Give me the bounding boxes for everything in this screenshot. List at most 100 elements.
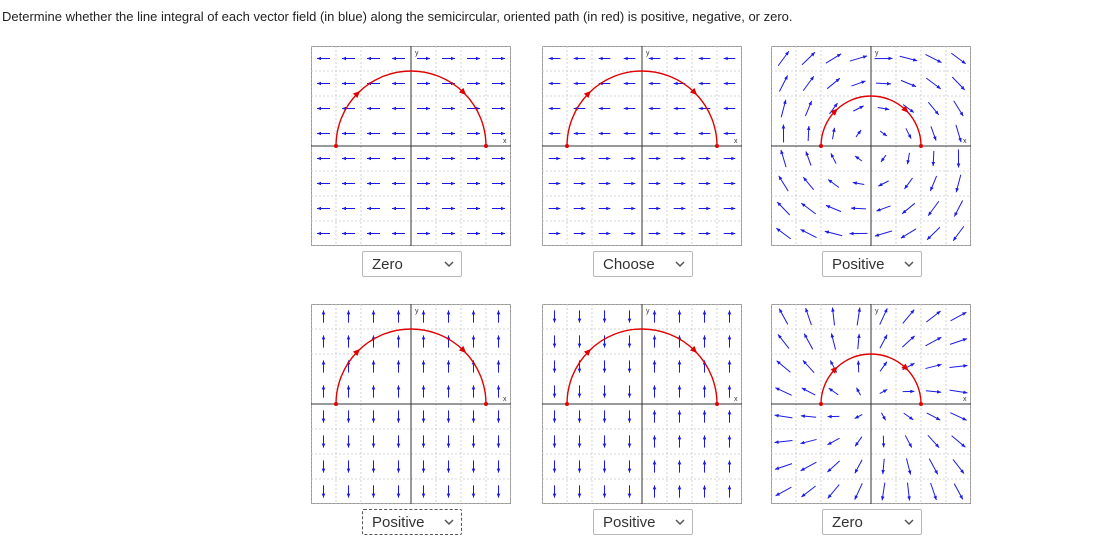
field-arrow <box>652 460 657 473</box>
field-arrow <box>602 460 607 473</box>
field-arrow <box>880 482 886 501</box>
field-arrow <box>727 310 732 323</box>
field-arrow <box>652 335 657 348</box>
field-arrow <box>702 335 707 348</box>
field-arrow <box>849 231 868 236</box>
field-arrow <box>627 460 632 473</box>
field-arrow <box>648 131 661 136</box>
field-arrow <box>573 231 586 236</box>
field-arrow <box>396 335 401 348</box>
field-arrow <box>367 206 380 211</box>
field-arrow <box>548 131 561 136</box>
answer-select-5[interactable]: Positive <box>593 509 693 535</box>
field-arrow <box>698 56 711 61</box>
field-arrow <box>321 360 326 373</box>
vector-field <box>775 50 967 242</box>
field-arrow <box>673 106 686 111</box>
field-arrow <box>953 100 964 117</box>
field-arrow <box>342 156 355 161</box>
field-arrow <box>492 206 505 211</box>
field-arrow <box>902 309 915 324</box>
field-arrow <box>879 361 888 372</box>
field-arrow <box>723 206 736 211</box>
field-arrow <box>677 360 682 373</box>
field-arrow <box>602 385 607 398</box>
field-arrow <box>342 206 355 211</box>
field-arrow <box>442 181 455 186</box>
field-arrow <box>800 202 817 215</box>
field-arrow <box>776 201 791 216</box>
field-arrow <box>727 460 732 473</box>
field-arrow <box>648 81 661 86</box>
field-arrow <box>727 410 732 423</box>
vector-field-svg: xy <box>542 46 742 246</box>
field-arrow <box>850 206 867 211</box>
field-arrow <box>673 231 686 236</box>
field-arrow <box>854 483 863 500</box>
field-arrow <box>602 360 607 373</box>
field-arrow <box>471 410 476 423</box>
field-arrow <box>955 124 962 143</box>
answer-select-6[interactable]: Zero <box>822 509 922 535</box>
field-arrow <box>652 310 657 323</box>
field-arrow <box>496 385 501 398</box>
field-arrow <box>927 200 940 217</box>
field-arrow <box>471 310 476 323</box>
field-arrow <box>598 106 611 111</box>
field-arrow <box>317 181 330 186</box>
field-arrow <box>877 107 890 111</box>
field-arrow <box>446 385 451 398</box>
field-arrow <box>496 310 501 323</box>
field-arrow <box>698 206 711 211</box>
field-arrow <box>702 460 707 473</box>
field-arrow <box>832 127 836 140</box>
path-arrowhead <box>901 105 909 113</box>
field-arrow <box>577 435 582 448</box>
field-arrow <box>825 53 842 64</box>
field-arrow <box>598 231 611 236</box>
field-arrow <box>492 156 505 161</box>
answer-select-2[interactable]: Choose <box>593 251 693 277</box>
field-arrow <box>548 231 561 236</box>
answer-select-value: Positive <box>603 514 656 531</box>
field-arrow <box>800 461 817 472</box>
field-arrow <box>317 131 330 136</box>
chevron-down-icon <box>675 261 685 268</box>
field-arrow <box>367 156 380 161</box>
field-arrow <box>367 181 380 186</box>
field-arrow <box>467 231 480 236</box>
field-arrow <box>853 105 864 112</box>
field-arrow <box>396 460 401 473</box>
field-arrow <box>723 106 736 111</box>
answer-select-value: Choose <box>603 256 655 273</box>
field-arrow <box>492 181 505 186</box>
field-arrow <box>723 231 736 236</box>
field-arrow <box>727 385 732 398</box>
answer-select-3[interactable]: Positive <box>822 251 922 277</box>
field-arrow <box>396 385 401 398</box>
field-arrow <box>780 149 787 168</box>
vector-field-svg: xy <box>311 46 511 246</box>
field-arrow <box>878 180 889 187</box>
path-endpoint <box>484 402 488 406</box>
field-arrow <box>854 436 863 447</box>
field-arrow <box>905 458 912 475</box>
field-arrow <box>698 131 711 136</box>
field-arrow <box>317 231 330 236</box>
answer-select-1[interactable]: Zero <box>362 251 462 277</box>
field-arrow <box>496 360 501 373</box>
field-arrow <box>417 56 430 61</box>
field-arrow <box>953 200 964 217</box>
field-arrow <box>827 179 840 188</box>
field-arrow <box>955 174 962 193</box>
field-arrow <box>927 435 940 448</box>
field-arrow <box>573 156 586 161</box>
field-arrow <box>930 126 937 141</box>
answer-select-4[interactable]: Positive <box>362 509 462 535</box>
field-arrow <box>827 460 840 473</box>
field-arrow <box>467 206 480 211</box>
field-arrow <box>951 76 966 91</box>
field-arrow <box>623 156 636 161</box>
field-arrow <box>875 81 892 86</box>
path-arrowhead <box>901 363 909 371</box>
